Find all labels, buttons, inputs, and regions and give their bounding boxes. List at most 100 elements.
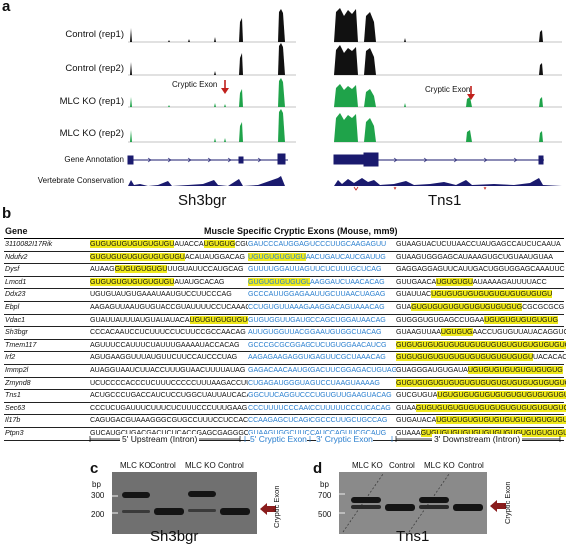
seq-up-cell: ACUGCCCUGACCAUCUCCUGGCUAUUAUCACAG — [90, 391, 248, 400]
region-5-cryptic: 5' Cryptic Exon — [250, 434, 307, 444]
gel-c-gene: Sh3bgr — [150, 528, 199, 545]
gene-cell: Ddx23 — [5, 290, 26, 299]
seq-up-cell: GUGUGUGUGUGUGUGUAUAUGCACAG — [90, 277, 225, 286]
seq-up-cell: GUGUGUGUGUGUGUGUGUACAUAUGGACAG — [90, 252, 245, 261]
table-row: Vdac1 GUAUUAUUUAUGUAUAUACAUGUGUGUGUGUGUGG… — [4, 315, 564, 328]
seq-c3-cell: UUCUCUUUGCUCAG — [310, 265, 382, 274]
tns1-tracks — [333, 8, 562, 191]
sh3bgr-conservation — [128, 176, 296, 186]
table-title: Muscle Specific Cryptic Exons (Mouse, mm… — [204, 226, 398, 236]
track-label-ko-rep2: MLC KO (rep2) — [59, 128, 124, 139]
seq-dn-cell: GUGUGUGUGUGUGUGUGUGUGUGUGUGUGUGUGU — [396, 340, 566, 352]
panel-a-letter: a — [2, 0, 11, 15]
table-row: Immp2l AUAGGUAAUCUUACCUUUGUAACUUUUAUAG GAG… — [4, 365, 564, 378]
seq-dn-cell: GUAAAGUGUGUGUGUGUGUGUGUGUGUGUGUGU — [396, 428, 566, 440]
gene-cell: Vdac1 — [5, 315, 26, 324]
cryptic-exon-label-right: Cryptic Exon — [425, 85, 471, 94]
gene-cell: Sec63 — [5, 403, 26, 412]
track-label-control-rep2: Control (rep2) — [65, 63, 124, 74]
panel-c-letter: c — [90, 460, 99, 477]
seq-up-cell: GUGUGUGUGUGUGUGUAUACCAUGUGUGCGUAG — [90, 240, 248, 248]
tns1-ko-rep1-signal — [334, 84, 543, 107]
sequence-rows: 3110082I17Rik GUGUGUGUGUGUGUGUAUACCAUGUGU… — [4, 239, 566, 441]
gel-d-side-label: Cryptic Exon — [503, 481, 512, 524]
gel-c-arrow — [260, 503, 276, 515]
seq-up-cell: UCUCCCCACCCUCUUUCCCCCUUUAAGACCUU — [90, 378, 248, 387]
gene-cell: Tns1 — [5, 391, 21, 400]
seq-c3-cell: AUUGCUUAACUAGAG — [310, 290, 386, 299]
gel-c-ladder-200: 200 — [91, 510, 105, 519]
seq-c3-cell: CAUCCAGUUCGCAUG — [310, 428, 387, 437]
seq-c3-cell: CUCUGUGGAACAUCG — [310, 340, 387, 349]
track-label-control-rep1: Control (rep1) — [65, 29, 124, 40]
panel-b-letter: b — [2, 205, 12, 222]
track-label-gene-annotation: Gene Annotation — [64, 155, 124, 164]
seq-c3-cell: AAGGAUCUAACACAG — [310, 277, 385, 286]
gel-c-image — [112, 472, 257, 534]
gene-cell: Zmynd8 — [5, 378, 31, 387]
seq-c5-cell: GAGACAACAAUGGC... — [248, 365, 310, 374]
seq-c5-cell: CCAAGAGCUCAGCAC... — [248, 416, 310, 425]
seq-dn-cell: GAGGAGGAGUUCAUUGACUGGUGGAGCAAAUUC — [396, 265, 565, 274]
seq-c5-cell: GUAAGUGGCUUCCUU... — [248, 428, 310, 437]
seq-c5-cell: GCCCGCGCGGAGGAG... — [248, 340, 310, 349]
seq-c3-cell: CCUUUUUCCCUCACAG — [310, 403, 391, 412]
table-row: Il17b CAGUGACGUAAAGGGCGUGCCUUUCCUCCACAG CC… — [4, 415, 566, 428]
seq-c3-cell: AAGGACAGUAAACAG — [310, 302, 385, 311]
seq-c5-cell: GAUCCCAUGGAGCUC... — [248, 240, 310, 248]
table-row: Dysf AUAAGGUGUGUGUGUUUGUAUUCCAUGCAG GUUUUG… — [4, 264, 565, 277]
sh3bgr-tracks — [127, 9, 296, 186]
seq-c5-cell: CUGAGAUGGGUACGC... — [248, 378, 310, 387]
sh3bgr-ko-rep2-signal — [128, 109, 285, 142]
table-header: Gene Muscle Specific Cryptic Exons (Mous… — [4, 226, 564, 239]
table-row: Sh3bgr CCCACAAUCCUCUUUCCUCUUCCGCCAACAG AUU… — [4, 327, 566, 340]
gene-cell: 3110082I17Rik — [5, 240, 53, 248]
seq-dn-cell: GUAGGGAUGUGAUAUGUGUGUGUGUGUGUGUG — [396, 365, 563, 374]
seq-dn-cell: GUAAGUACUCUUAACCUAUGAGCCAUCUCAAUA — [396, 240, 561, 248]
table-row: Ebpl AAGAGUUAAUGUGUACCGUAUUUUCCUCAAAG CCUG… — [4, 302, 564, 315]
seq-c5-cell: CCCUUUUCCCAACA... — [248, 403, 310, 412]
seq-c5-cell: GUGUGGUUGAUGGAG... — [248, 315, 310, 324]
gel-c-lane-2: Control — [150, 461, 176, 470]
seq-dn-cell: GUCGUGUAUGUGUGUGUGUGUGUGUGUGUGUGUG — [396, 390, 566, 402]
seq-c3-cell: GUCCUAAGUAAAAG — [310, 378, 380, 387]
seq-up-cell: AUAAGGUGUGUGUGUUUGUAUUCCAUGCAG — [90, 265, 244, 274]
seq-up-cell: AGUGAAGGUUUAUGUUCUUCCAUCCCUAG — [90, 353, 238, 362]
gel-d-ladder-500: 500 — [318, 510, 332, 519]
cryptic-exon-label-left: Cryptic Exon — [172, 80, 218, 89]
gene-name-tns1: Tns1 — [428, 192, 462, 209]
table-row: 3110082I17Rik GUGUGUGUGUGUGUGUAUACCAUGUGU… — [4, 239, 564, 252]
seq-c5-cell: CCUGUGUUAAAGAG... — [248, 302, 310, 311]
seq-dn-cell: GUGUGUGUGUGUGUGUGUGUGUGUGUGUGUGUGU — [396, 378, 566, 390]
seq-dn-cell: GUGAUACAUGUGUGUGUGUGUGUGUGUGUGUGUG — [396, 415, 566, 427]
seq-c3-cell: GAAUGUGGCUACAG — [310, 328, 382, 337]
region-5-upstream: 5' Upstream (Intron) — [120, 434, 200, 444]
gel-d-image — [339, 472, 487, 534]
tns1-control-rep2-signal — [334, 45, 543, 75]
gene-cell: Tmem117 — [5, 340, 37, 349]
gene-cell: Dysf — [5, 265, 20, 274]
sh3bgr-ko-rep1-signal — [128, 78, 285, 107]
gel-d-unit: bp — [320, 480, 329, 489]
gene-cell: Sh3bgr — [5, 328, 28, 337]
gel-c-lane-4: Control — [218, 461, 244, 470]
tns1-conservation — [334, 178, 562, 186]
gel-d-lane-1: MLC KO — [352, 461, 383, 470]
seq-c3-cell: GAGUUCGCUAAACAG — [310, 353, 386, 362]
seq-dn-cell: GUAAGUGUGUGUGUGUGUGUGUGUGUGUGUGUG — [396, 403, 566, 415]
tns1-gene-annotation — [333, 152, 544, 167]
region-3-cryptic: 3' Cryptic Exon — [316, 434, 373, 444]
seq-up-cell: AUAGGUAAUCUUACCUUUGUAACUUUUAUAG — [90, 365, 246, 374]
seq-dn-cell: GUAUUACUGUGUGUGUGUGUGUGUGUGUGU — [396, 290, 553, 299]
seq-c5-cell: GUGUGUGUGUGUAAG... — [248, 277, 310, 286]
gel-d-ladder-700: 700 — [318, 491, 332, 500]
seq-dn-cell: GUAGUGUGUGUGUGUGUGUGUGUGCGCGCGCG — [396, 302, 565, 311]
panel-d-letter: d — [313, 460, 323, 477]
region-3-downstream: 3' Downstream (Intron) — [432, 434, 523, 444]
table-row: Ddx23 UGUGUAUGUGAAAUAAUGUCCUUCCCAG GCCCAUU… — [4, 289, 564, 302]
seq-up-cell: UGUGUAUGUGAAAUAAUGUCCUUCCCAG — [90, 290, 232, 299]
cryptic-arrow-left — [221, 80, 229, 94]
gene-cell: Ptpn3 — [5, 428, 24, 437]
gel-d-gene: Tns1 — [396, 528, 430, 545]
